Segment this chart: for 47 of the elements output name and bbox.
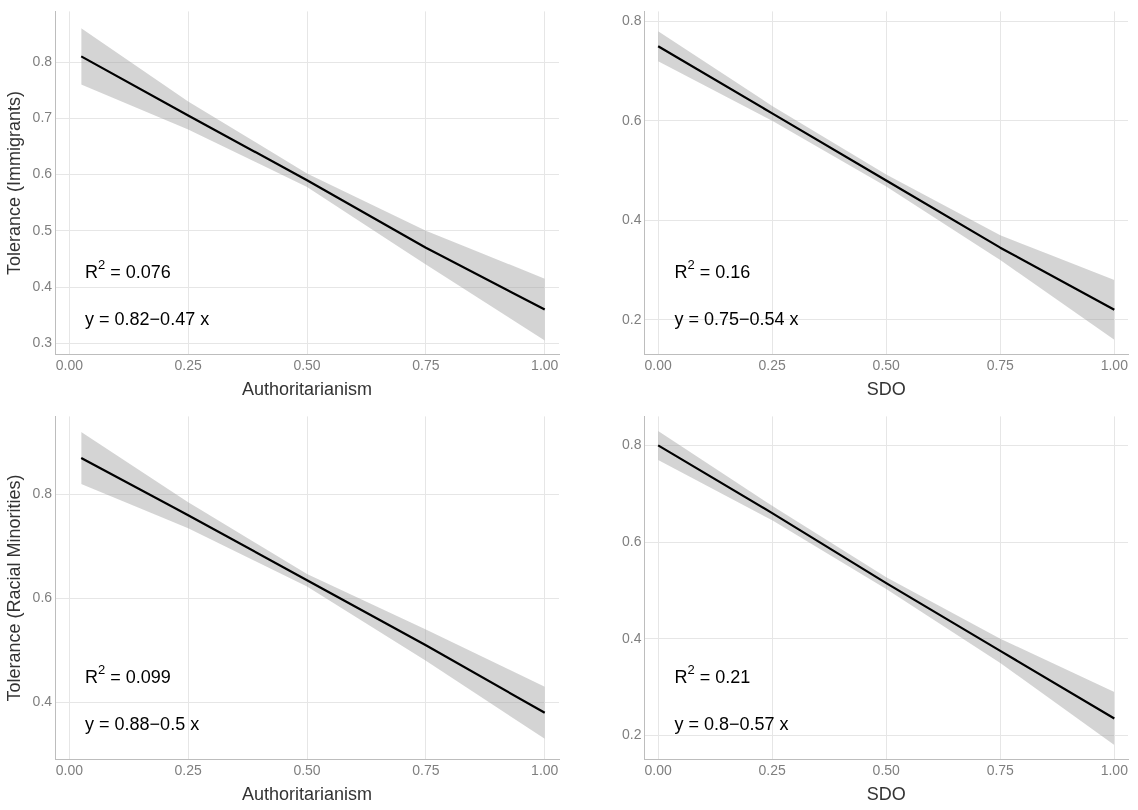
x-tick-label: 0.75	[986, 356, 1015, 373]
x-tick-label: 0.25	[174, 356, 203, 373]
y-tick-label: 0.6	[621, 532, 642, 549]
y-tick-label: 0.5	[32, 221, 53, 238]
x-tick-label: 0.75	[412, 356, 440, 373]
x-tick-label: 0.50	[872, 761, 901, 778]
annotation: y = 0.88−0.5 x	[85, 713, 200, 734]
x-tick-label: 1.00	[1100, 356, 1129, 373]
x-tick-label: 1.00	[1100, 761, 1129, 778]
y-axis-title: Tolerance (Racial Minorities)	[3, 474, 24, 702]
x-tick-label: 0.00	[644, 761, 672, 778]
y-tick-label: 0.3	[32, 334, 53, 351]
annotation: y = 0.75−0.54 x	[674, 308, 799, 329]
x-tick-label: 0.50	[293, 761, 321, 778]
x-tick-label: 0.25	[174, 761, 203, 778]
x-axis-title: Authoritarianism	[242, 379, 373, 400]
y-tick-label: 0.6	[32, 589, 53, 606]
x-tick-label: 0.75	[412, 761, 440, 778]
y-tick-label: 0.8	[32, 485, 53, 502]
y-tick-label: 0.2	[621, 310, 642, 327]
x-axis-title: Authoritarianism	[242, 784, 373, 805]
y-tick-label: 0.4	[621, 211, 642, 228]
y-tick-label: 0.8	[621, 12, 642, 29]
x-tick-label: 0.25	[758, 761, 787, 778]
y-tick-label: 0.6	[621, 111, 642, 128]
annotation: y = 0.8−0.57 x	[674, 713, 789, 734]
y-tick-label: 0.2	[621, 726, 642, 743]
x-tick-label: 0.50	[872, 356, 901, 373]
y-tick-label: 0.8	[32, 52, 53, 69]
y-tick-label: 0.4	[621, 629, 642, 646]
annotation: y = 0.82−0.47 x	[85, 308, 210, 329]
y-tick-label: 0.6	[32, 165, 53, 182]
x-axis-title: SDO	[866, 784, 906, 805]
x-tick-label: 0.75	[986, 761, 1015, 778]
y-tick-label: 0.4	[32, 277, 53, 294]
x-tick-label: 1.00	[531, 761, 559, 778]
y-axis-title: Tolerance (Immigrants)	[3, 90, 24, 276]
x-axis-title: SDO	[866, 379, 906, 400]
x-tick-label: 0.25	[758, 356, 787, 373]
y-tick-label: 0.7	[32, 109, 53, 126]
x-tick-label: 0.00	[55, 356, 84, 373]
y-tick-label: 0.8	[621, 436, 642, 453]
x-tick-label: 0.00	[644, 356, 672, 373]
x-tick-label: 0.50	[293, 356, 321, 373]
y-tick-label: 0.4	[32, 693, 53, 710]
x-tick-label: 1.00	[531, 356, 559, 373]
x-tick-label: 0.00	[55, 761, 84, 778]
